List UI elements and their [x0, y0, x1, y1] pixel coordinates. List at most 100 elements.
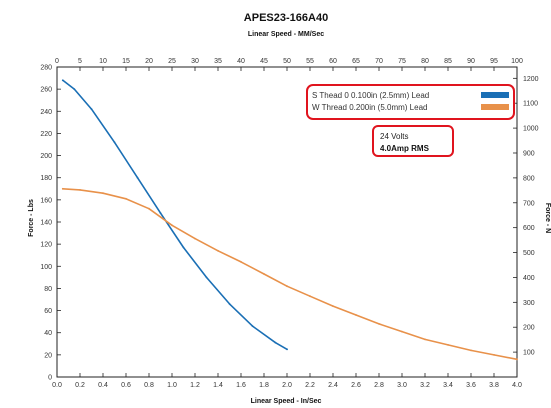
x-tick-label: 3.6 — [466, 382, 476, 389]
series-point-0 — [228, 303, 231, 305]
top-tick-label: 70 — [375, 58, 383, 65]
y-tick-label: 120 — [40, 242, 52, 249]
y2-tick-label: 1000 — [523, 126, 539, 133]
top-tick-label: 65 — [352, 58, 360, 65]
x-tick-label: 0.2 — [75, 382, 85, 389]
x-tick-label: 0.4 — [98, 382, 108, 389]
top-tick-label: 100 — [511, 58, 523, 65]
y-tick-label: 280 — [40, 65, 52, 72]
y-axis-ticks: 0 20 40 60 80 100 120 140 160 180 200 220 240 260 280 — [40, 65, 61, 382]
y2-tick-label: 700 — [523, 200, 535, 207]
x-tick-label: 4.0 — [512, 382, 522, 389]
top-tick-label: 95 — [490, 58, 498, 65]
y-tick-label: 160 — [40, 197, 52, 204]
x-tick-label: 1.8 — [259, 382, 269, 389]
series-point-1 — [470, 349, 472, 352]
spec-note: 24 Volts 4.0Amp RMS — [372, 125, 454, 157]
legend-swatch-w-thread — [481, 104, 509, 110]
x-tick-label: 3.2 — [420, 382, 430, 389]
y2-tick-label: 500 — [523, 250, 535, 257]
top-tick-label: 80 — [421, 58, 429, 65]
top-tick-label: 15 — [122, 58, 130, 65]
series-point-0 — [90, 108, 93, 110]
y-tick-label: 80 — [44, 286, 52, 293]
top-tick-label: 90 — [467, 58, 475, 65]
x-tick-label: 2.0 — [282, 382, 292, 389]
series-point-1 — [516, 358, 518, 361]
y2-tick-label: 600 — [523, 225, 535, 232]
top-tick-label: 0 — [55, 58, 59, 65]
y-axis-title: Force - Lbs — [28, 199, 35, 237]
series-point-1 — [447, 344, 449, 346]
series-point-0 — [286, 348, 288, 351]
y-tick-label: 240 — [40, 109, 52, 116]
series-point-1 — [102, 192, 104, 195]
x-tick-label: 1.0 — [167, 382, 177, 389]
top-tick-label: 55 — [306, 58, 314, 65]
y-tick-label: 0 — [48, 375, 52, 382]
top-tick-label: 75 — [398, 58, 406, 65]
top-tick-label: 85 — [444, 58, 452, 65]
series-layer — [61, 79, 518, 361]
x-tick-label: 0.8 — [144, 382, 154, 389]
spec-box — [372, 125, 454, 157]
series-point-0 — [136, 176, 139, 179]
series-point-0 — [113, 141, 116, 144]
y2-axis-ticks: 100 200 300 400 500 600 700 800 900 1000 1100 1200 — [513, 76, 539, 357]
x-tick-label: 3.4 — [443, 382, 453, 389]
legend-swatch-s-thread — [481, 92, 509, 98]
x-tick-label: 1.4 — [213, 382, 223, 389]
series-point-0 — [274, 341, 277, 344]
x-tick-label: 2.8 — [374, 382, 384, 389]
series-point-1 — [263, 273, 265, 275]
y2-tick-label: 100 — [523, 350, 535, 357]
voltage-label: 24 Volts — [380, 132, 408, 141]
top-tick-label: 25 — [168, 58, 176, 65]
y-tick-label: 140 — [40, 220, 52, 227]
current-label: 4.0Amp RMS — [380, 144, 430, 153]
x-tick-label: 0.0 — [52, 382, 62, 389]
series-point-1 — [148, 207, 150, 210]
legend: S Thead 0 0.100in (2.5mm) Lead W Thread … — [306, 84, 515, 120]
top-tick-label: 45 — [260, 58, 268, 65]
series-point-1 — [194, 237, 196, 240]
y2-tick-label: 800 — [523, 175, 535, 182]
y2-tick-label: 200 — [523, 325, 535, 332]
top-axis-title: Linear Speed - MM/Sec — [248, 31, 324, 38]
y2-tick-label: 900 — [523, 150, 535, 157]
x-axis-title: Linear Speed - In/Sec — [251, 398, 322, 405]
y2-axis-title: Force - N — [544, 203, 551, 233]
top-tick-label: 40 — [237, 58, 245, 65]
series-point-1 — [286, 285, 288, 288]
series-point-0 — [159, 212, 162, 215]
x-tick-label: 1.2 — [190, 382, 200, 389]
x-tick-label: 3.8 — [489, 382, 499, 389]
y-tick-label: 100 — [40, 264, 52, 271]
series-point-0 — [205, 276, 208, 279]
series-point-1 — [355, 314, 357, 316]
series-point-1 — [332, 305, 334, 307]
x-tick-label: 1.6 — [236, 382, 246, 389]
top-tick-label: 35 — [214, 58, 222, 65]
top-tick-label: 10 — [99, 58, 107, 65]
series-point-1 — [493, 354, 495, 356]
top-tick-label: 50 — [283, 58, 291, 65]
series-point-0 — [73, 88, 76, 90]
x-tick-label: 2.2 — [305, 382, 315, 389]
x-tick-label: 3.0 — [397, 382, 407, 389]
y-tick-label: 40 — [44, 330, 52, 337]
y-tick-label: 220 — [40, 131, 52, 138]
y2-tick-label: 1100 — [523, 101, 538, 108]
chart-title: APES23-166A40 — [244, 12, 328, 24]
series-point-1 — [171, 224, 173, 227]
series-point-0 — [251, 325, 254, 327]
x-tick-label: 0.6 — [121, 382, 131, 389]
y2-tick-label: 1200 — [523, 76, 539, 83]
top-tick-label: 20 — [145, 58, 153, 65]
y-tick-label: 180 — [40, 175, 52, 182]
series-point-0 — [61, 79, 64, 82]
top-axis-ticks: 0 5 10 15 20 25 30 35 40 45 50 55 60 65 70 75 80 85 90 95 10… — [55, 58, 523, 71]
series-line-1 — [61, 188, 518, 361]
y2-tick-label: 300 — [523, 300, 535, 307]
